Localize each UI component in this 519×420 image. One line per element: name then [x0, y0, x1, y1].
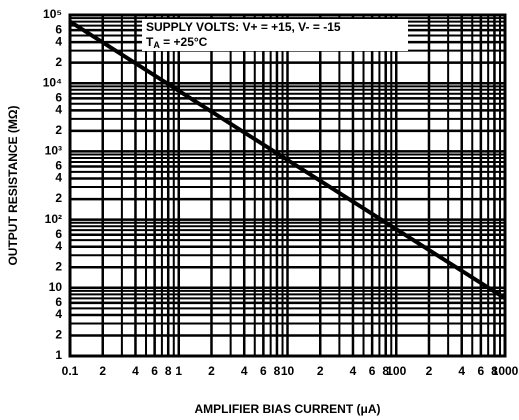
x-tick-label: 1000 — [492, 364, 519, 378]
y-tick-label: 6 — [55, 22, 62, 36]
x-tick-label: 8 — [165, 364, 172, 378]
y-tick-label: 6 — [55, 91, 62, 105]
y-tick-label: 10⁵ — [43, 7, 62, 21]
y-tick-label: 4 — [55, 103, 62, 117]
x-tick-label: 4 — [458, 364, 465, 378]
x-tick-label: 10 — [281, 364, 295, 378]
y-tick-label: 2 — [55, 191, 62, 205]
plot-frame — [68, 13, 507, 358]
x-tick-label: 100 — [386, 364, 406, 378]
x-tick-label: 6 — [369, 364, 376, 378]
x-axis-label: AMPLIFIER BIAS CURRENT (μA) — [195, 402, 381, 416]
y-tick-label: 2 — [55, 259, 62, 273]
x-tick-label: 6 — [478, 364, 485, 378]
x-tick-label: 8 — [382, 364, 389, 378]
x-tick-label: 1 — [175, 364, 182, 378]
x-tick-label: 8 — [274, 364, 281, 378]
annotation-box — [142, 19, 408, 51]
y-tick-label: 4 — [55, 171, 62, 185]
y-tick-label: 6 — [55, 295, 62, 309]
y-tick-label: 10³ — [45, 144, 62, 158]
y-tick-label: 10⁴ — [43, 75, 62, 89]
x-tick-label: 0.1 — [62, 364, 79, 378]
y-tick-label: 2 — [55, 123, 62, 137]
y-axis-label: OUTPUT RESISTANCE (MΩ) — [6, 105, 20, 265]
x-tick-label: 2 — [317, 364, 324, 378]
y-tick-label: 6 — [55, 227, 62, 241]
annotation: TA = +25°C — [146, 35, 208, 50]
y-tick-label: 10² — [45, 212, 62, 226]
x-tick-label: 4 — [350, 364, 357, 378]
y-tick-label: 2 — [55, 55, 62, 69]
y-tick-label: 4 — [55, 34, 62, 48]
y-tick-label: 6 — [55, 159, 62, 173]
y-tick-label: 4 — [55, 307, 62, 321]
annotation-part: A — [153, 40, 160, 50]
x-tick-label: 2 — [208, 364, 215, 378]
x-tick-label: 6 — [260, 364, 267, 378]
data-line — [68, 19, 507, 301]
x-tick-label: 8 — [491, 364, 498, 378]
x-tick-label: 6 — [151, 364, 158, 378]
annotation-part: T — [146, 35, 154, 49]
y-tick-label: 10 — [49, 280, 63, 294]
y-tick-label: 1 — [55, 348, 62, 362]
annotation-part: = +25°C — [160, 35, 208, 49]
x-tick-label: 4 — [241, 364, 248, 378]
y-tick-label: 2 — [55, 328, 62, 342]
x-tick-label: 2 — [426, 364, 433, 378]
y-tick-label: 4 — [55, 239, 62, 253]
annotation: SUPPLY VOLTS: V+ = +15, V- = -15 — [146, 20, 341, 34]
x-tick-label: 2 — [99, 364, 106, 378]
x-tick-label: 4 — [132, 364, 139, 378]
